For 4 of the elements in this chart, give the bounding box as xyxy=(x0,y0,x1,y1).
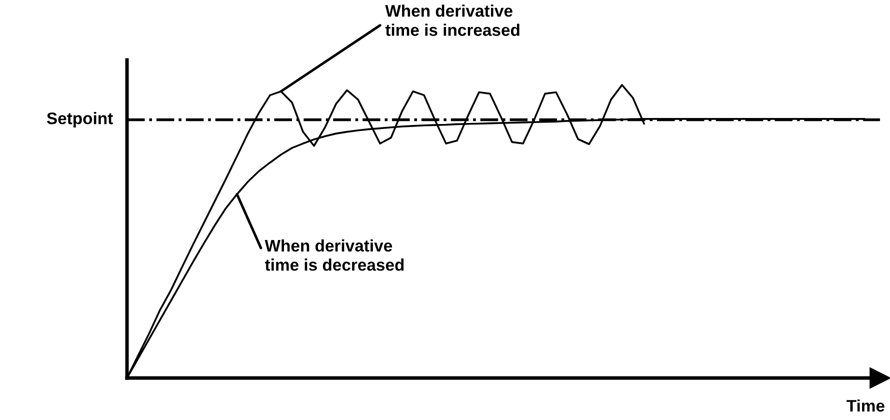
x-axis-title: Time xyxy=(846,399,884,412)
text: When derivative time is increased xyxy=(385,4,520,36)
annotation: When derivative time is decreased xyxy=(264,239,404,271)
ref-line-label: Setpoint xyxy=(46,112,113,128)
